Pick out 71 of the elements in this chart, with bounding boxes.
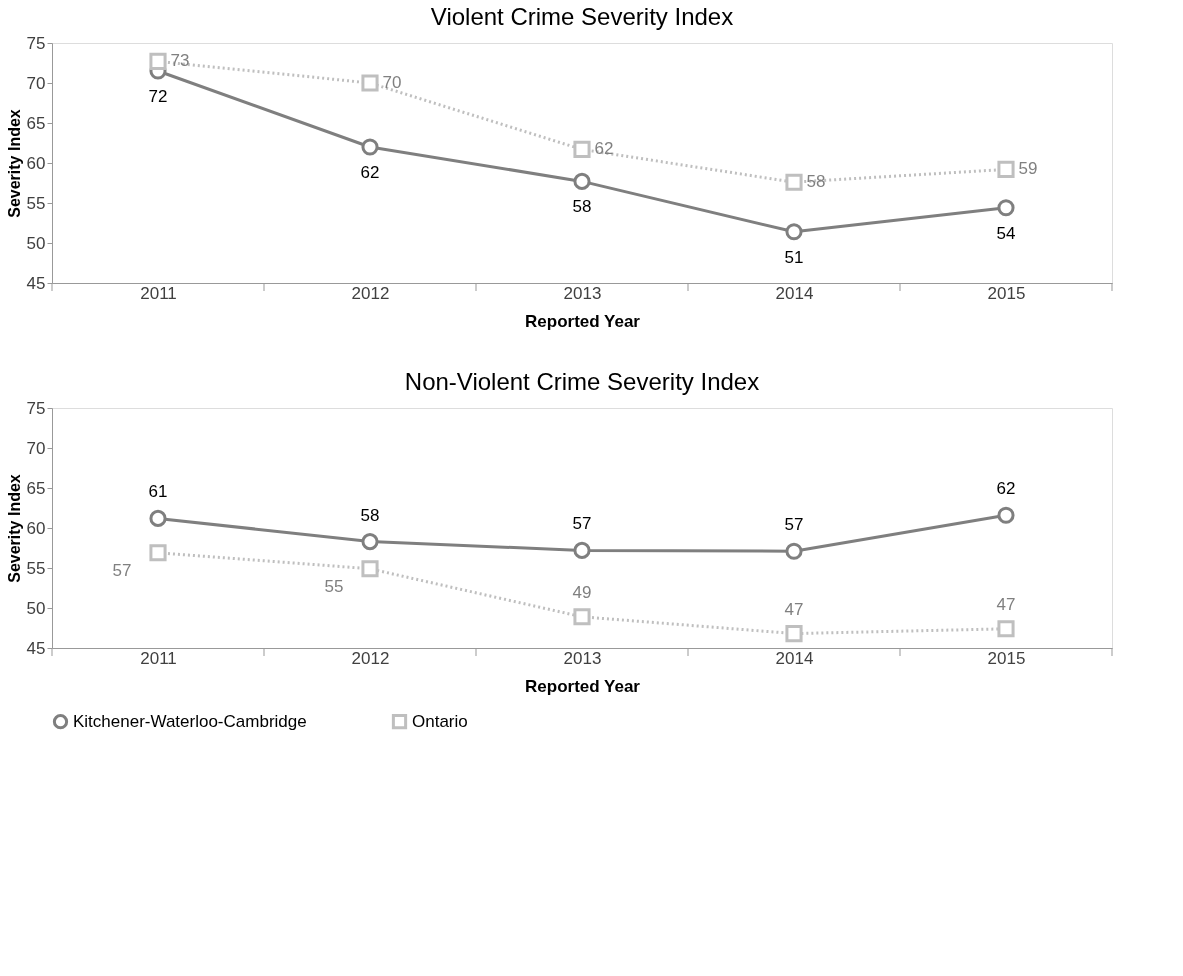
x-axis-title: Reported Year (525, 311, 641, 331)
x-tick-label: 2013 (563, 283, 602, 303)
data-label: 57 (784, 515, 804, 535)
x-tick-label: 2011 (140, 648, 177, 668)
y-tick-label: 55 (26, 558, 46, 578)
data-label: 62 (996, 479, 1016, 499)
legend-label: Ontario (412, 711, 468, 731)
point (785, 173, 803, 191)
y-tick-label: 60 (26, 518, 46, 538)
y-tick-label: 65 (26, 478, 46, 498)
data-label: 58 (572, 197, 592, 217)
x-axis-title: Reported Year (525, 676, 641, 696)
data-label: 51 (784, 247, 804, 267)
point (573, 172, 591, 190)
data-label: 57 (112, 560, 132, 580)
point (997, 620, 1015, 638)
data-label: 58 (806, 172, 826, 192)
legend-label: Kitchener-Waterloo-Cambridge (73, 711, 307, 731)
point (361, 560, 379, 578)
data-label: 55 (324, 576, 344, 596)
data-label: 59 (1018, 159, 1038, 179)
data-label: 70 (382, 73, 402, 92)
data-label: 62 (360, 163, 380, 182)
x-tick-label: 2014 (775, 648, 814, 668)
point (997, 506, 1015, 524)
point (785, 542, 803, 560)
point (785, 625, 803, 643)
y-tick-label: 50 (26, 598, 46, 618)
y-tick-label: 65 (26, 113, 46, 133)
y-tick-label: 70 (26, 438, 46, 458)
point (361, 74, 379, 92)
data-label: 47 (784, 599, 804, 619)
y-axis-title: Severity Index (5, 109, 23, 218)
y-tick-label: 75 (26, 33, 46, 53)
y-tick-label: 55 (26, 193, 46, 213)
point (573, 608, 591, 626)
point (785, 223, 803, 241)
chart-title: Non-Violent Crime Severity Index (404, 368, 760, 395)
x-tick-label: 2014 (775, 283, 814, 303)
point (361, 533, 379, 551)
y-axis-title: Severity Index (5, 474, 23, 583)
y-tick-label: 75 (26, 398, 46, 418)
data-label: 47 (996, 594, 1016, 614)
point (573, 140, 591, 158)
data-label: 54 (996, 223, 1016, 243)
point (361, 138, 379, 156)
data-label: 49 (572, 582, 592, 602)
y-tick-label: 45 (26, 638, 46, 658)
point (573, 541, 591, 559)
data-label: 72 (148, 87, 168, 106)
y-tick-label: 45 (26, 273, 46, 293)
y-tick-label: 50 (26, 233, 46, 253)
point (997, 199, 1015, 217)
x-tick-label: 2011 (140, 283, 177, 303)
y-tick-label: 70 (26, 73, 46, 93)
data-label: 61 (148, 482, 168, 502)
point (149, 509, 167, 527)
point (997, 160, 1015, 178)
data-label: 57 (572, 514, 592, 534)
y-tick-label: 60 (26, 153, 46, 173)
x-tick-label: 2012 (351, 648, 390, 668)
data-label: 73 (170, 51, 190, 71)
point (149, 52, 167, 70)
data-label: 58 (360, 505, 380, 525)
x-tick-label: 2015 (987, 648, 1026, 668)
point (149, 544, 167, 562)
chart-title: Violent Crime Severity Index (430, 3, 734, 30)
x-tick-label: 2012 (351, 283, 390, 303)
data-label: 62 (594, 139, 614, 159)
x-tick-label: 2013 (563, 648, 602, 668)
x-tick-label: 2015 (987, 283, 1026, 303)
